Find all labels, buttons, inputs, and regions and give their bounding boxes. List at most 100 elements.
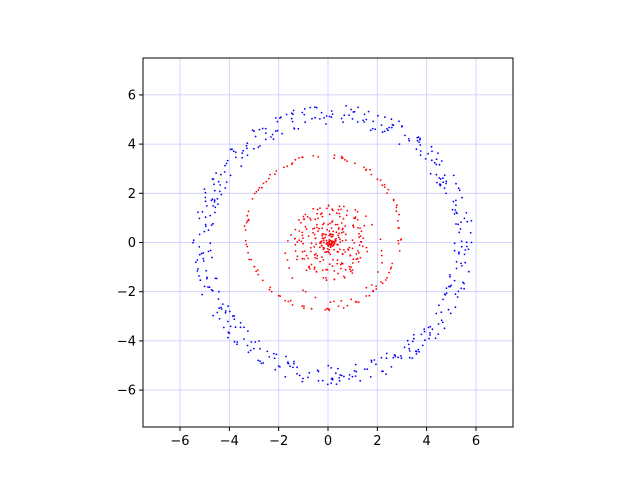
scatter-point-series-1 — [305, 228, 308, 230]
scatter-point-series-1 — [298, 230, 301, 232]
scatter-point-series-1 — [336, 262, 339, 265]
scatter-point-series-0 — [213, 183, 215, 186]
scatter-point-series-0 — [259, 145, 261, 147]
scatter-point-series-0 — [351, 375, 354, 378]
scatter-point-series-0 — [234, 326, 237, 329]
scatter-point-series-0 — [445, 292, 448, 294]
scatter-point-series-0 — [220, 193, 223, 196]
scatter-point-series-0 — [463, 282, 465, 285]
scatter-point-series-1 — [346, 160, 348, 163]
scatter-point-series-0 — [458, 252, 460, 255]
scatter-point-series-1 — [333, 270, 336, 272]
scatter-point-series-0 — [443, 293, 446, 296]
scatter-point-series-0 — [323, 117, 325, 119]
scatter-point-series-1 — [351, 247, 354, 250]
scatter-point-series-0 — [434, 337, 437, 340]
scatter-point-series-1 — [283, 166, 285, 169]
scatter-point-series-0 — [197, 211, 199, 214]
scatter-point-series-1 — [338, 232, 341, 235]
scatter-point-series-1 — [397, 239, 400, 242]
scatter-point-series-0 — [204, 200, 207, 203]
scatter-point-series-0 — [455, 204, 457, 207]
scatter-point-series-0 — [355, 370, 358, 373]
scatter-point-series-0 — [408, 356, 411, 359]
scatter-point-series-1 — [310, 263, 313, 266]
scatter-point-series-0 — [454, 306, 457, 309]
scatter-point-series-1 — [251, 198, 254, 200]
scatter-point-series-1 — [349, 270, 352, 273]
scatter-point-series-1 — [332, 233, 334, 236]
scatter-point-series-0 — [440, 311, 443, 314]
scatter-point-series-0 — [327, 364, 330, 367]
scatter-point-series-1 — [323, 241, 325, 244]
scatter-point-series-0 — [317, 370, 320, 373]
scatter-point-series-1 — [392, 198, 395, 201]
scatter-point-series-1 — [315, 243, 317, 246]
scatter-point-series-1 — [353, 242, 356, 244]
scatter-point-series-0 — [228, 332, 231, 335]
scatter-point-series-0 — [469, 231, 472, 234]
scatter-point-series-1 — [359, 256, 362, 259]
scatter-point-series-0 — [251, 129, 254, 132]
scatter-point-series-1 — [323, 247, 326, 250]
scatter-point-series-0 — [281, 132, 283, 135]
scatter-point-series-1 — [247, 210, 250, 213]
scatter-point-series-1 — [328, 213, 331, 216]
scatter-point-series-0 — [225, 162, 228, 165]
scatter-point-series-1 — [325, 279, 328, 282]
scatter-point-series-0 — [390, 366, 393, 368]
scatter-point-series-0 — [215, 277, 218, 280]
scatter-point-series-0 — [449, 312, 452, 315]
scatter-point-series-1 — [339, 248, 341, 251]
scatter-point-series-0 — [460, 240, 463, 243]
scatter-point-series-1 — [320, 240, 323, 243]
scatter-point-series-0 — [330, 377, 333, 380]
scatter-point-series-1 — [313, 268, 316, 270]
scatter-point-series-0 — [199, 279, 202, 282]
scatter-point-series-1 — [325, 277, 327, 279]
scatter-point-series-1 — [287, 240, 289, 242]
scatter-point-series-0 — [453, 249, 456, 252]
scatter-point-series-1 — [342, 231, 345, 233]
scatter-point-series-0 — [308, 371, 311, 374]
scatter-point-series-0 — [253, 130, 255, 133]
scatter-point-series-0 — [457, 290, 460, 293]
scatter-point-series-1 — [301, 305, 304, 307]
axis-ticks: −6 −4 −2 0 2 4 6 −6 −4 −2 0 2 4 6 — [117, 88, 480, 449]
scatter-point-series-0 — [236, 341, 239, 343]
scatter-point-series-0 — [314, 106, 316, 108]
scatter-point-series-1 — [332, 244, 335, 247]
scatter-point-series-0 — [354, 375, 357, 377]
scatter-point-series-1 — [321, 256, 323, 258]
scatter-point-series-0 — [335, 383, 338, 386]
scatter-point-series-1 — [314, 256, 317, 259]
scatter-point-series-0 — [298, 374, 301, 377]
scatter-point-series-1 — [255, 270, 257, 273]
scatter-point-series-0 — [367, 110, 370, 113]
scatter-point-series-1 — [319, 260, 321, 263]
scatter-point-series-0 — [404, 134, 406, 137]
scatter-point-series-1 — [351, 262, 354, 264]
scatter-point-series-0 — [440, 160, 443, 162]
scatter-point-series-0 — [211, 178, 214, 180]
scatter-point-series-1 — [356, 257, 359, 260]
scatter-point-series-1 — [296, 258, 298, 261]
y-tick-label: 0 — [128, 236, 136, 251]
scatter-point-series-1 — [309, 219, 312, 221]
scatter-point-series-1 — [346, 209, 349, 212]
scatter-point-series-1 — [347, 248, 349, 251]
scatter-point-series-1 — [314, 237, 317, 240]
scatter-point-series-0 — [340, 374, 343, 377]
scatter-point-series-0 — [439, 183, 442, 186]
scatter-point-series-1 — [357, 250, 359, 252]
scatter-point-series-0 — [345, 105, 347, 107]
scatter-point-series-0 — [423, 330, 426, 333]
scatter-point-series-1 — [257, 189, 260, 191]
scatter-point-series-0 — [272, 138, 275, 141]
scatter-point-series-0 — [437, 333, 440, 335]
scatter-point-series-0 — [348, 114, 350, 116]
scatter-point-series-1 — [339, 238, 341, 241]
scatter-point-series-1 — [303, 250, 306, 253]
